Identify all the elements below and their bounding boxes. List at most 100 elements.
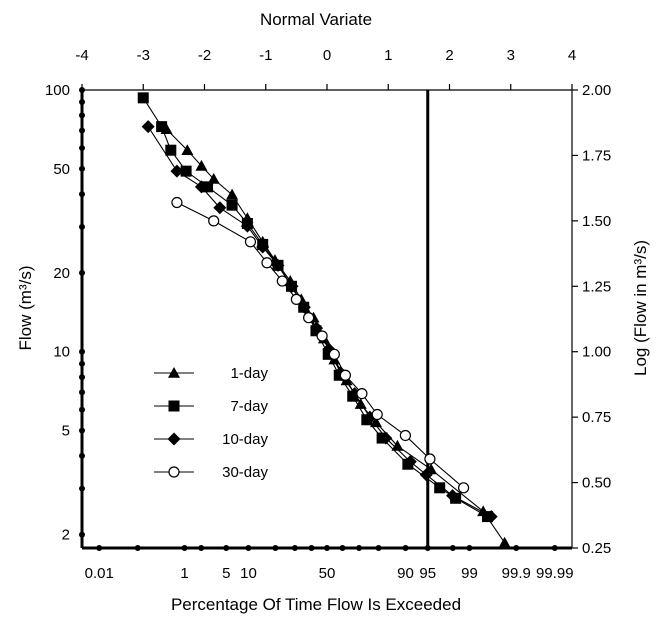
left-dot-tick (79, 145, 85, 152)
left-dot-tick (79, 485, 85, 492)
right-tick-label: 1.50 (582, 213, 611, 230)
left-dot-tick (79, 98, 85, 105)
right-tick-label: 0.50 (582, 475, 611, 492)
bottom-dot-tick (466, 545, 473, 551)
bottom-dot-tick (375, 545, 382, 551)
legend-entry: 10-day (154, 431, 268, 448)
data-point (208, 215, 220, 227)
data-point (399, 429, 411, 442)
plot-frame (80, 89, 573, 550)
data-point (391, 439, 404, 451)
data-point (194, 180, 208, 194)
left-dot-tick (79, 348, 85, 355)
data-point (371, 408, 383, 421)
axis-ticks: -4 -3 -2 -1 0 1 2 3 4 0.25 0.50 0.75 1.00 1.25 1.50 1.7… (45, 47, 611, 582)
series-30-day (171, 196, 470, 494)
bottom-axis-title: Percentage Of Time Flow Is Exceeded (171, 595, 461, 614)
left-dot-tick (79, 360, 85, 367)
series-10-day (141, 120, 498, 524)
data-point (297, 300, 311, 314)
data-point (498, 536, 511, 548)
data-point (137, 92, 149, 104)
legend-label: 10-day (222, 431, 268, 448)
legend-label: 7-day (230, 398, 268, 415)
top-tick-label: -4 (75, 47, 88, 64)
top-tick-label: 1 (384, 47, 392, 64)
left-axis-title: Flow (m³/s) (16, 266, 35, 351)
bottom-dot-tick (223, 545, 230, 551)
series-7-day (137, 92, 493, 523)
series-line (166, 128, 506, 544)
data-point (180, 165, 192, 177)
bottom-tick-label: 10 (240, 565, 257, 582)
data-point (156, 121, 168, 133)
top-tick-label: -1 (259, 47, 272, 64)
left-tick-label: 5 (62, 422, 70, 439)
left-dot-tick (79, 191, 85, 198)
left-dot-tick (79, 406, 85, 413)
legend-marker (168, 367, 180, 378)
data-point (195, 159, 208, 171)
legend-marker (167, 432, 181, 446)
right-tick-label: 1.25 (582, 278, 611, 295)
data-point (244, 236, 257, 248)
legend-entry: 30-day (154, 464, 268, 481)
left-dot-tick (79, 112, 85, 119)
left-dot-tick (79, 165, 85, 172)
bottom-dot-tick (324, 545, 330, 551)
top-tick-label: 0 (323, 47, 331, 64)
top-tick-label: 2 (445, 47, 453, 64)
left-dot-tick (79, 389, 85, 396)
series-line (142, 97, 488, 518)
left-tick-label: 2 (62, 527, 70, 544)
right-axis-title: Log (Flow in m³/s) (631, 240, 650, 376)
bottom-dot-tick (245, 545, 252, 551)
data-point (165, 144, 177, 156)
data-point (226, 188, 239, 200)
bottom-dot-tick (513, 545, 520, 551)
bottom-dot-tick (96, 545, 103, 551)
left-dot-tick (79, 452, 85, 459)
bottom-tick-label: 0.01 (85, 565, 114, 582)
right-tick-label: 1.75 (582, 147, 611, 164)
data-point (213, 201, 227, 215)
data-point (171, 196, 183, 209)
right-tick-label: 0.75 (582, 409, 611, 426)
left-tick-label: 50 (53, 161, 70, 178)
data-point (271, 258, 285, 272)
top-tick-label: 4 (568, 47, 576, 64)
right-tick-label: 2.00 (582, 82, 611, 99)
bottom-tick-label: 5 (222, 565, 230, 582)
left-dot-tick (79, 223, 85, 230)
left-tick-label: 100 (45, 82, 70, 99)
bottom-dot-tick (308, 545, 315, 551)
bottom-dot-tick (449, 545, 456, 551)
bottom-tick-label: 95 (419, 565, 436, 582)
bottom-tick-label: 50 (319, 565, 336, 582)
bottom-tick-label: 90 (397, 565, 414, 582)
legend: 1-day 7-day 10-day 30-day (154, 365, 268, 481)
left-dot-tick (79, 269, 85, 276)
bottom-tick-label: 99.9 (502, 565, 531, 582)
top-tick-label: -2 (198, 47, 211, 64)
data-point (370, 416, 382, 428)
data-point (419, 468, 433, 482)
data-point (303, 312, 315, 324)
right-tick-label: 0.25 (582, 540, 611, 557)
bottom-tick-label: 99 (461, 565, 478, 582)
data-point (141, 120, 155, 134)
data-point (424, 453, 436, 465)
data-point (403, 455, 417, 469)
top-tick-label: -3 (137, 47, 150, 64)
data-point (207, 172, 220, 184)
legend-label: 30-day (222, 464, 268, 481)
left-tick-label: 10 (53, 344, 70, 361)
bottom-tick-label: 1 (180, 565, 188, 582)
data-point (316, 330, 328, 342)
left-dot-tick (79, 374, 85, 381)
legend-entry: 1-day (154, 365, 268, 382)
series-line (176, 202, 464, 489)
bottom-dot-tick (291, 545, 298, 551)
bottom-dot-tick (181, 545, 188, 551)
bottom-dot-tick (339, 545, 346, 551)
